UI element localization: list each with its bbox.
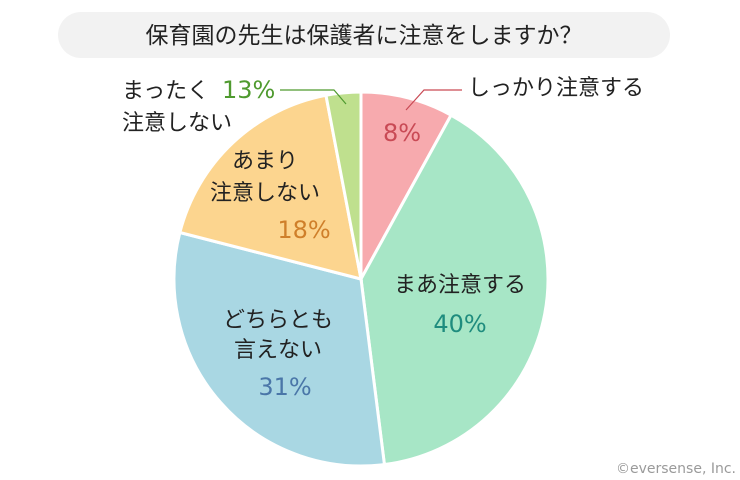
pie-slice xyxy=(172,230,387,468)
leader-line xyxy=(405,89,462,111)
leader-line xyxy=(280,89,347,105)
slice-category-label: 注意しない xyxy=(122,111,232,136)
title-background xyxy=(58,12,670,58)
slice-category-label: まあ注意する xyxy=(394,273,526,298)
slice-labels: しっかり注意する8%まあ注意する40%どちらとも言えない31%あまり注意しない1… xyxy=(122,76,644,401)
slice-category-label: 注意しない xyxy=(210,181,320,206)
slice-value-label: 13% xyxy=(222,76,275,104)
slice-value-label: 31% xyxy=(258,373,311,401)
pie-slice xyxy=(359,90,454,280)
slice-value-label: 18% xyxy=(277,216,330,244)
slices xyxy=(172,90,550,468)
chart-title: 保育園の先生は保護者に注意をしますか？ xyxy=(146,23,583,49)
slice-category-label: 言えない xyxy=(234,338,322,363)
credit-text: ©eversense, Inc. xyxy=(616,461,736,477)
slice-category-label: どちらとも xyxy=(223,308,333,333)
pie-slice xyxy=(324,90,363,280)
slice-value-label: 40% xyxy=(433,310,486,338)
pie-slice xyxy=(359,113,550,467)
leader-lines xyxy=(280,89,462,111)
slice-category-label: しっかり注意する xyxy=(468,76,644,101)
slice-category-label: まったく xyxy=(122,79,209,104)
slice-value-label: 8% xyxy=(383,119,421,147)
slice-category-label: あまり xyxy=(232,149,298,174)
pie-slice xyxy=(178,93,363,282)
